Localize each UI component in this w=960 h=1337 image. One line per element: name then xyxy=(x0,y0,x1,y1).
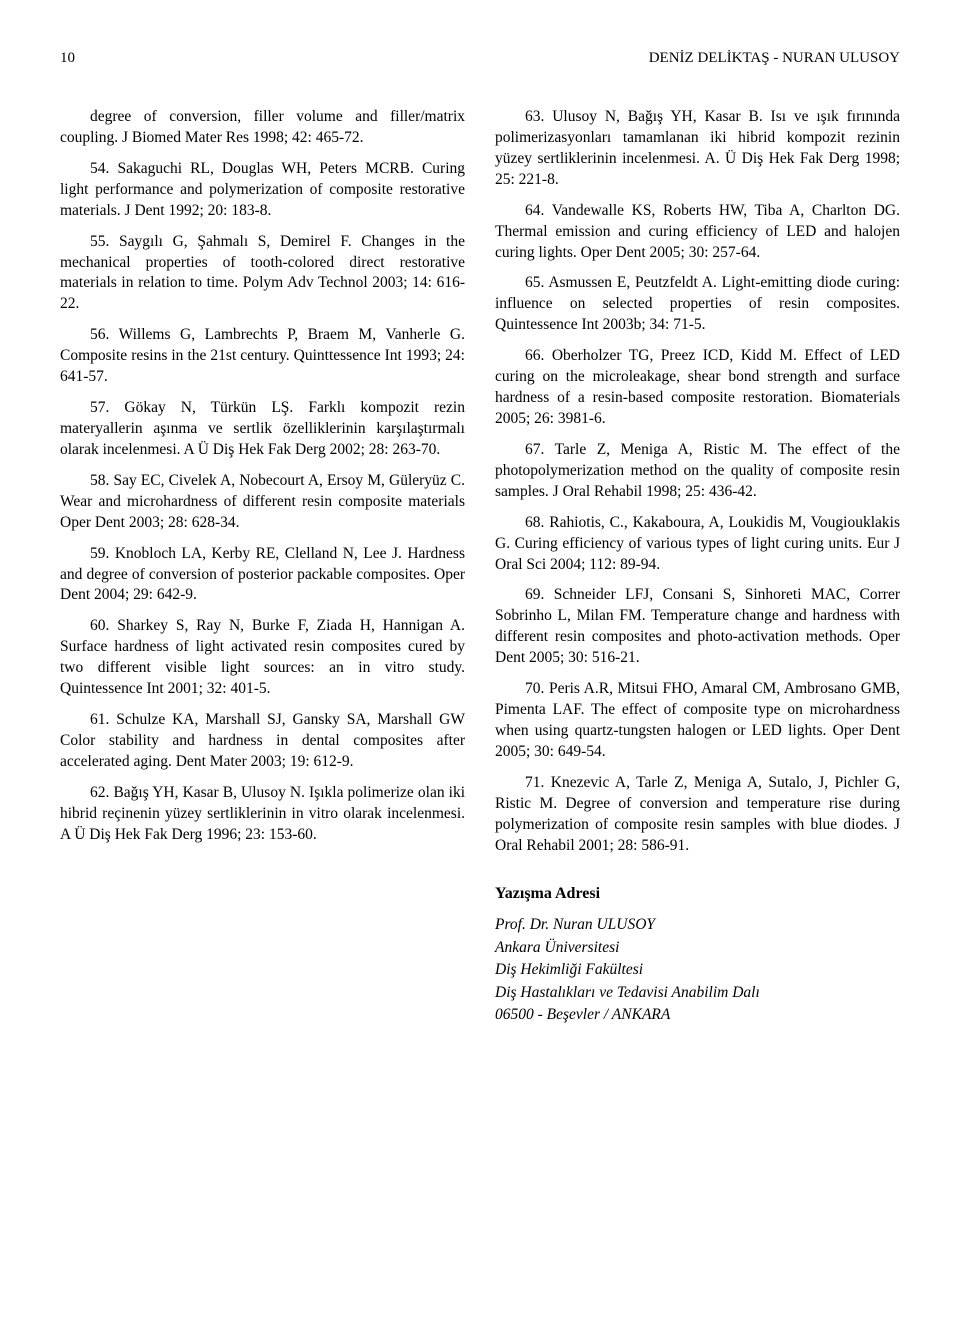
reference-item: 63. Ulusoy N, Bağış YH, Kasar B. Isı ve … xyxy=(495,107,900,191)
reference-item: 59. Knobloch LA, Kerby RE, Clelland N, L… xyxy=(60,544,465,607)
reference-item: 70. Peris A.R, Mitsui FHO, Amaral CM, Am… xyxy=(495,679,900,763)
correspondence-line: Diş Hekimliği Fakültesi xyxy=(495,959,900,981)
reference-item: 69. Schneider LFJ, Consani S, Sinhoreti … xyxy=(495,585,900,669)
correspondence-heading: Yazışma Adresi xyxy=(495,883,900,905)
reference-item: 62. Bağış YH, Kasar B, Ulusoy N. Işıkla … xyxy=(60,783,465,846)
correspondence-line: Prof. Dr. Nuran ULUSOY xyxy=(495,914,900,936)
reference-item: 68. Rahiotis, C., Kakaboura, A, Loukidis… xyxy=(495,513,900,576)
correspondence-line: Ankara Üniversitesi xyxy=(495,937,900,959)
reference-item: 56. Willems G, Lambrechts P, Braem M, Va… xyxy=(60,325,465,388)
reference-item: 58. Say EC, Civelek A, Nobecourt A, Erso… xyxy=(60,471,465,534)
header-authors: DENİZ DELİKTAŞ - NURAN ULUSOY xyxy=(649,50,900,67)
reference-item: 67. Tarle Z, Meniga A, Ristic M. The eff… xyxy=(495,440,900,503)
left-column: degree of conversion, filler volume and … xyxy=(60,107,465,1026)
reference-item: 65. Asmussen E, Peutzfeldt A. Light-emit… xyxy=(495,273,900,336)
right-column: 63. Ulusoy N, Bağış YH, Kasar B. Isı ve … xyxy=(495,107,900,1026)
reference-item: 57. Gökay N, Türkün LŞ. Farklı kompozit … xyxy=(60,398,465,461)
two-column-layout: degree of conversion, filler volume and … xyxy=(60,107,900,1026)
reference-item: 55. Saygılı G, Şahmalı S, Demirel F. Cha… xyxy=(60,232,465,316)
reference-item: 64. Vandewalle KS, Roberts HW, Tiba A, C… xyxy=(495,201,900,264)
page-number: 10 xyxy=(60,50,75,67)
reference-item: degree of conversion, filler volume and … xyxy=(60,107,465,149)
reference-item: 61. Schulze KA, Marshall SJ, Gansky SA, … xyxy=(60,710,465,773)
reference-item: 54. Sakaguchi RL, Douglas WH, Peters MCR… xyxy=(60,159,465,222)
correspondence-line: 06500 - Beşevler / ANKARA xyxy=(495,1004,900,1026)
reference-item: 60. Sharkey S, Ray N, Burke F, Ziada H, … xyxy=(60,616,465,700)
page-header: 10 DENİZ DELİKTAŞ - NURAN ULUSOY xyxy=(60,50,900,67)
correspondence-line: Diş Hastalıkları ve Tedavisi Anabilim Da… xyxy=(495,982,900,1004)
reference-item: 66. Oberholzer TG, Preez ICD, Kidd M. Ef… xyxy=(495,346,900,430)
reference-item: 71. Knezevic A, Tarle Z, Meniga A, Sutal… xyxy=(495,773,900,857)
